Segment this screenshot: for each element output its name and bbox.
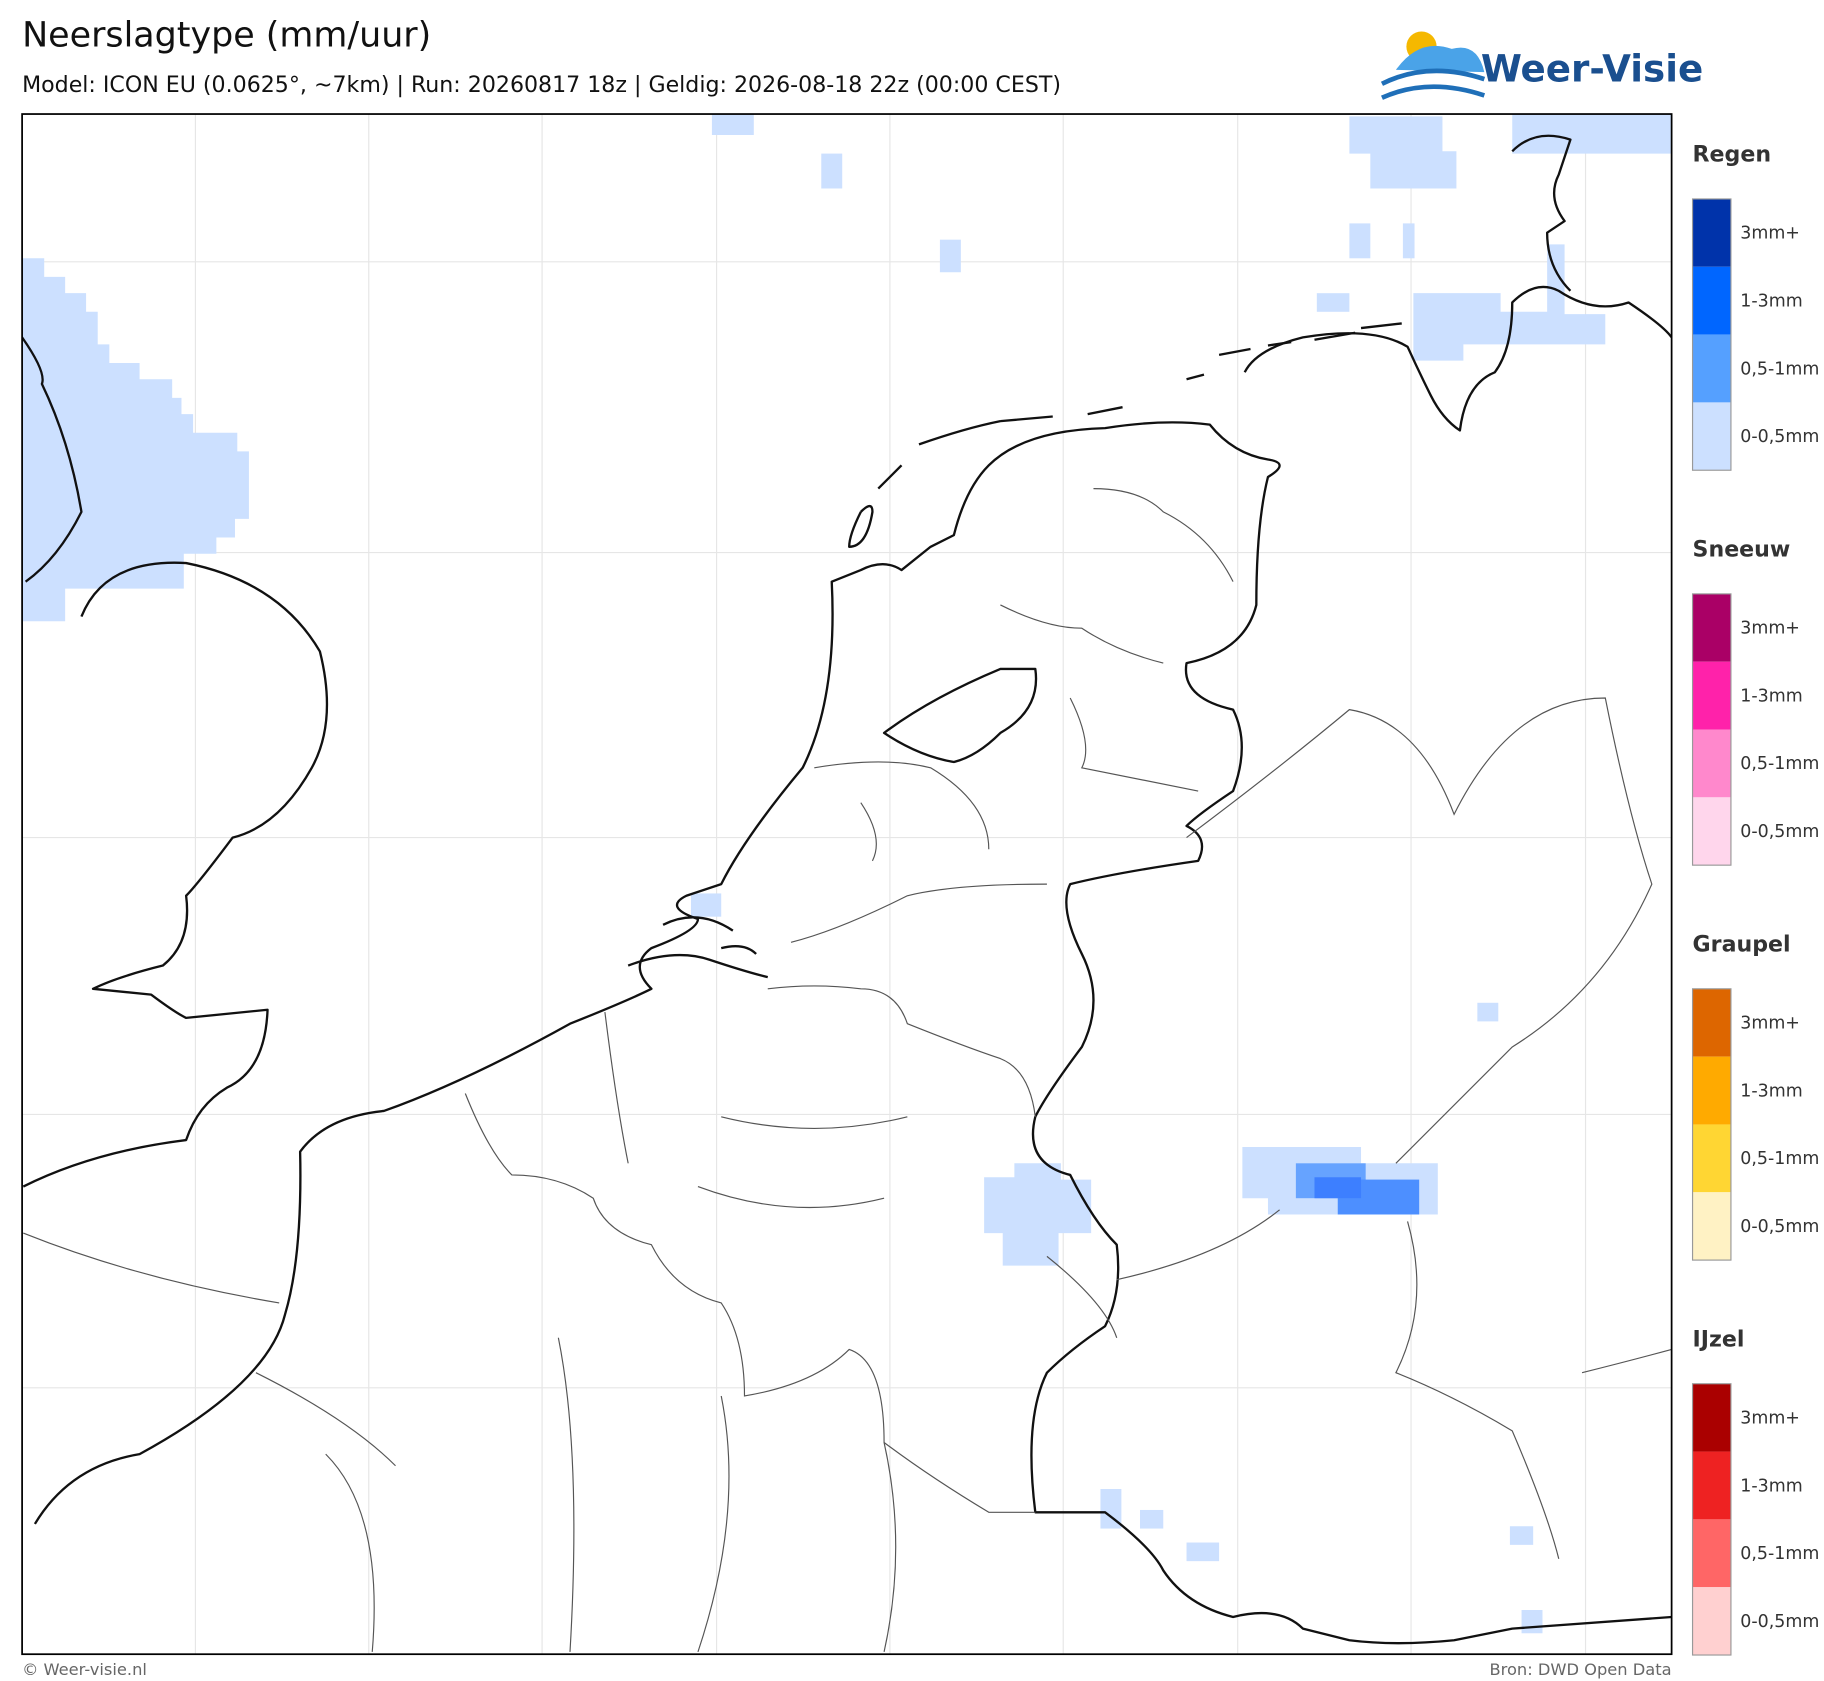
footer-right: Bron: DWD Open Data [1489, 1660, 1671, 1679]
legend-swatch [1692, 1451, 1731, 1520]
precipitation [22, 114, 1672, 1634]
legend-label: 3mm+ [1740, 1014, 1800, 1034]
legend-swatch [1692, 1587, 1731, 1656]
legend-bar-frame [1691, 988, 1732, 1261]
subtitle: Model: ICON EU (0.0625°, ~7km) | Run: 20… [22, 72, 1061, 98]
legend-title: IJzel [1693, 1327, 1745, 1353]
legend-label: 0,5-1mm [1740, 754, 1819, 774]
legend-label: 3mm+ [1740, 619, 1800, 639]
legend-label: 0-0,5mm [1740, 427, 1819, 447]
title: Neerslagtype (mm/uur) [22, 16, 431, 56]
coastlines [22, 134, 1672, 1645]
legend-title: Sneeuw [1693, 537, 1791, 563]
legend-label: 0,5-1mm [1740, 1149, 1819, 1169]
legend-swatch [1692, 1124, 1731, 1193]
legend-label: 1-3mm [1740, 1081, 1802, 1101]
footer-left: © Weer-visie.nl [22, 1660, 147, 1679]
legend-swatch [1692, 593, 1731, 662]
legend-label: 0,5-1mm [1740, 359, 1819, 379]
legend: Regen 3mm+ 1-3mm 0,5-1mm 0-0,5mm Sneeuw 3mm+ 1-… [1691, 142, 1819, 1656]
legend-label: 1-3mm [1740, 1476, 1802, 1496]
borders [23, 488, 1672, 1653]
legend-bar-frame [1691, 198, 1732, 471]
legend-title: Graupel [1693, 932, 1791, 958]
logo-text: Weer-Visie [1481, 46, 1703, 90]
legend-label: 0-0,5mm [1740, 1612, 1819, 1632]
legend-swatch [1692, 1192, 1731, 1261]
legend-bar-frame [1691, 593, 1732, 866]
legend-swatch [1692, 198, 1731, 267]
legend-title: Regen [1693, 142, 1772, 168]
legend-swatch [1692, 1056, 1731, 1125]
legend-swatch [1692, 402, 1731, 471]
legend-label: 1-3mm [1740, 292, 1802, 312]
legend-swatch [1692, 1519, 1731, 1588]
map [22, 114, 1672, 1655]
legend-label: 3mm+ [1740, 1408, 1800, 1428]
legend-label: 1-3mm [1740, 686, 1802, 706]
legend-label: 0-0,5mm [1740, 822, 1819, 842]
legend-label: 0-0,5mm [1740, 1217, 1819, 1237]
legend-swatch [1692, 334, 1731, 403]
legend-bar-frame [1691, 1383, 1732, 1656]
legend-swatch [1692, 661, 1731, 730]
map-frame [21, 113, 1673, 1656]
legend-swatch [1692, 988, 1731, 1057]
legend-swatch [1692, 797, 1731, 866]
logo: Weer-Visie [1380, 31, 1703, 100]
legend-label: 3mm+ [1740, 224, 1800, 244]
legend-label: 0,5-1mm [1740, 1544, 1819, 1564]
legend-swatch [1692, 729, 1731, 798]
legend-swatch [1692, 266, 1731, 335]
legend-swatch [1692, 1383, 1731, 1452]
